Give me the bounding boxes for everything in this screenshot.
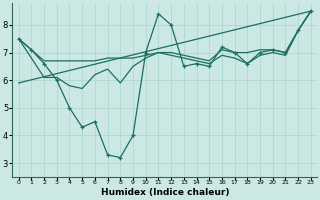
X-axis label: Humidex (Indice chaleur): Humidex (Indice chaleur) [100, 188, 229, 197]
